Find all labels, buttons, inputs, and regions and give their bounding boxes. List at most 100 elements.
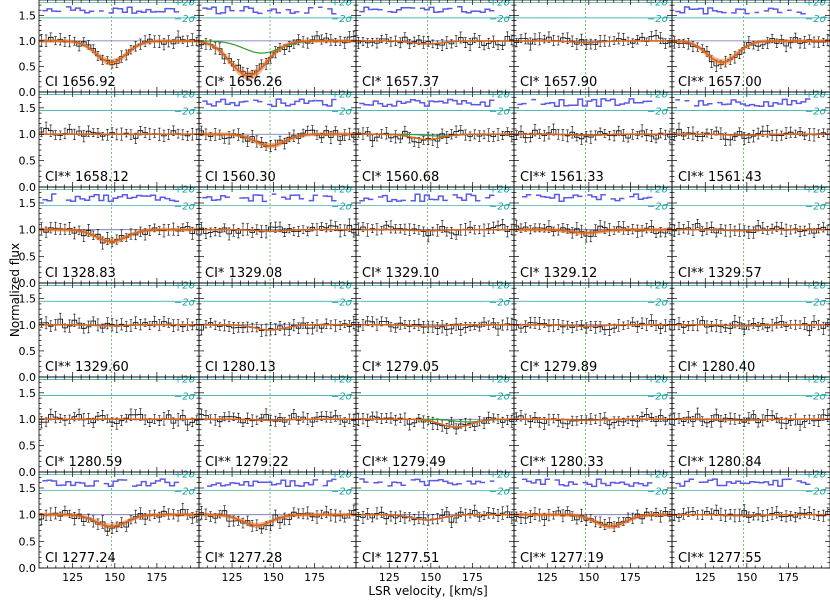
- sigma-upper-label: +2σ: [647, 281, 669, 292]
- x-tick-label: 125: [62, 571, 83, 584]
- panel-label: CI 1277.24: [45, 551, 116, 566]
- panel-label: CI** 1280.84: [678, 455, 762, 470]
- sigma-lower-label: −2σ: [331, 487, 353, 498]
- panel-6: +2σ −2σ CI** 1658.12: [39, 90, 199, 187]
- error-bars: [40, 122, 198, 143]
- panel-label: CI* 1280.59: [45, 455, 122, 470]
- sigma-upper-label: +2σ: [489, 0, 511, 9]
- y-tick-label: 0.5: [19, 345, 37, 358]
- sigma-lower-label: −2σ: [174, 14, 196, 25]
- panel-label: CI* 1657.37: [362, 75, 439, 90]
- residual-trace: [359, 100, 494, 107]
- sigma-upper-label: +2σ: [805, 0, 827, 9]
- error-bars: [40, 503, 198, 535]
- sigma-upper-label: +2σ: [331, 0, 353, 9]
- error-bars: [673, 219, 829, 238]
- panel-label: CI** 1658.12: [45, 170, 129, 185]
- sigma-upper-label: +2σ: [174, 90, 196, 101]
- panel-label: CI* 1656.26: [205, 75, 282, 90]
- y-tick-label: 1.5: [19, 293, 37, 306]
- residual-trace: [42, 7, 179, 13]
- sigma-lower-label: −2σ: [174, 202, 196, 213]
- panel-label: CI** 1657.00: [678, 75, 762, 90]
- panel-label: CI** 1279.22: [205, 455, 289, 470]
- y-tick-label: 0.0: [19, 466, 37, 479]
- panel-label: CI* 1329.10: [362, 266, 439, 281]
- panel-label: CI* 1279.05: [362, 360, 439, 375]
- y-tick-label: 1.0: [19, 128, 37, 141]
- sigma-upper-label: +2σ: [647, 185, 669, 196]
- fit-uncertainty-band: [39, 39, 199, 66]
- panel-label: CI* 1279.89: [520, 360, 597, 375]
- panel-label: CI 1656.92: [45, 75, 116, 90]
- sigma-lower-label: −2σ: [489, 297, 511, 308]
- sigma-upper-label: +2σ: [805, 185, 827, 196]
- sigma-upper-label: +2σ: [174, 281, 196, 292]
- residual-trace: [202, 7, 336, 14]
- flux-data: [514, 36, 672, 45]
- model-fit: [199, 41, 356, 76]
- residual-trace: [522, 194, 652, 201]
- residual-trace: [202, 99, 336, 106]
- y-tick-label: 1.0: [19, 224, 37, 237]
- sigma-upper-label: +2σ: [489, 90, 511, 101]
- sigma-lower-label: −2σ: [331, 14, 353, 25]
- panel-11: +2σ −2σ CI 1328.83: [39, 185, 199, 283]
- panel-label: CI** 1280.33: [520, 455, 604, 470]
- x-tick-label: 175: [146, 571, 167, 584]
- panel-label: CI* 1560.68: [362, 170, 439, 185]
- sigma-lower-label: −2σ: [174, 106, 196, 117]
- panel-label: CI** 1329.57: [678, 266, 762, 281]
- panel-label: CI* 1329.08: [205, 266, 282, 281]
- error-bars: [40, 313, 198, 333]
- panel-label: CI 1280.13: [205, 360, 276, 375]
- y-tick-label: 1.0: [19, 35, 37, 48]
- y-tick-label: 0.0: [19, 371, 37, 384]
- sigma-lower-label: −2σ: [805, 106, 827, 117]
- y-tick-label: 0.0: [19, 277, 37, 290]
- x-axis-title: LSR velocity, [km/s]: [368, 584, 487, 598]
- sigma-upper-label: +2σ: [174, 185, 196, 196]
- sigma-upper-label: +2σ: [174, 0, 196, 9]
- sigma-lower-label: −2σ: [331, 106, 353, 117]
- sigma-upper-label: +2σ: [805, 375, 827, 386]
- sigma-upper-label: +2σ: [489, 375, 511, 386]
- y-tick-label: 0.0: [19, 86, 37, 99]
- sigma-lower-label: −2σ: [805, 297, 827, 308]
- flux-data: [39, 128, 199, 138]
- residual-trace: [675, 99, 810, 106]
- flux-data: [39, 319, 199, 328]
- residual-trace: [42, 194, 179, 201]
- y-tick-label: 1.0: [19, 509, 37, 522]
- sigma-lower-label: −2σ: [331, 391, 353, 402]
- panel-label: CI** 1329.60: [45, 360, 129, 375]
- y-tick-label: 0.5: [19, 535, 37, 548]
- panel-label: CI 1328.83: [45, 266, 116, 281]
- sigma-lower-label: −2σ: [647, 106, 669, 117]
- sigma-upper-label: +2σ: [647, 0, 669, 9]
- sigma-lower-label: −2σ: [489, 14, 511, 25]
- sigma-upper-label: +2σ: [331, 185, 353, 196]
- y-tick-label: 1.5: [19, 102, 37, 115]
- panel-2: +2σ −2σ CI* 1656.26: [199, 0, 356, 92]
- error-bars: [673, 33, 829, 72]
- y-tick-label: 1.5: [19, 482, 37, 495]
- residual-trace: [42, 479, 179, 486]
- sigma-lower-label: −2σ: [174, 391, 196, 402]
